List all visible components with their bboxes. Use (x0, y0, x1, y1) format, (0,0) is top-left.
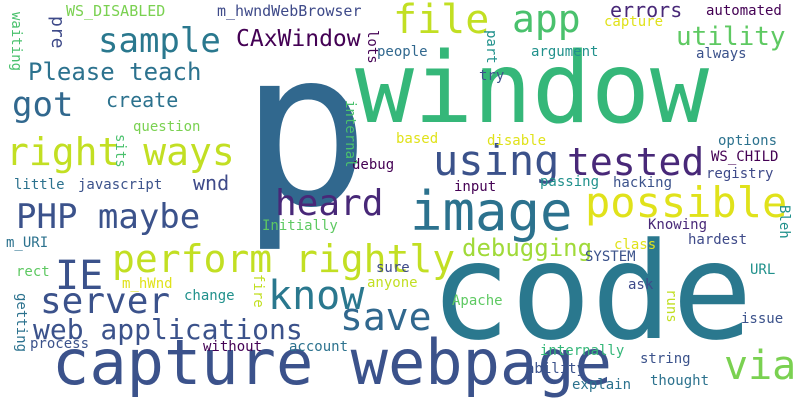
word-lots: lots (364, 30, 380, 64)
word-internal: internal (342, 100, 358, 168)
word-app: app (512, 0, 581, 41)
word-image: image (410, 180, 573, 243)
word-waiting: waiting (8, 12, 24, 72)
word-thought: thought (650, 373, 710, 389)
word-caxwindow: CAxWindow (236, 26, 361, 52)
word-perform-rightly: perform rightly (112, 237, 456, 281)
word-php-maybe: PHP maybe (16, 197, 201, 237)
word-create: create (106, 88, 179, 112)
word-process: process (30, 336, 90, 352)
word-capture: capture (604, 14, 664, 30)
word-ie: IE (55, 253, 104, 299)
word-javascript: javascript (78, 177, 163, 193)
word-wnd: wnd (193, 171, 230, 195)
word-m-hwnd: m_hWnd (122, 276, 173, 292)
word-people: people (377, 44, 428, 60)
word-registry: registry (706, 166, 774, 182)
word-via: via (724, 343, 797, 389)
word-ability: ability (526, 361, 586, 377)
word-m-uri: m_URI (6, 235, 49, 251)
word-know: know (268, 273, 365, 319)
word-sits: sits (112, 134, 128, 168)
word-internally: internally (540, 343, 625, 359)
word-bleh: Bleh (776, 205, 792, 239)
word-class: class (614, 237, 657, 253)
word-errors: errors (610, 0, 683, 22)
word-try: try (479, 68, 505, 84)
word-explain: explain (572, 377, 632, 393)
word-ws-disabled: WS_DISABLED (66, 2, 166, 20)
word-utility: utility (676, 22, 786, 52)
word-issue: issue (741, 311, 784, 327)
word-please-teach: Please teach (28, 58, 202, 86)
word-disable: disable (487, 133, 547, 149)
word-using: using (433, 136, 560, 185)
word-possible: possible (585, 178, 788, 227)
word-part: part (483, 30, 499, 64)
word-apache: Apache (452, 293, 503, 309)
word-heard: heard (275, 183, 384, 224)
word-string: string (640, 351, 691, 367)
word-change: change (184, 288, 235, 304)
word-url: URL (750, 262, 776, 278)
word-hacking: hacking (613, 175, 673, 191)
word-fire: fire (250, 274, 266, 308)
word-ask: ask (628, 277, 654, 293)
word-window: window (355, 32, 710, 146)
word-m-hwndwebbrowser: m_hwndWebBrowser (217, 2, 362, 20)
word-debug: debug (352, 157, 395, 173)
word-runs: runs (663, 289, 679, 323)
word-question: question (133, 119, 201, 135)
word-anyone: anyone (367, 275, 418, 291)
word-web-applications: web applications (33, 313, 303, 346)
word-argument: argument (531, 44, 599, 60)
word-initially: Initially (262, 218, 338, 234)
word-input: input (454, 179, 497, 195)
word-hardest: hardest (688, 232, 748, 248)
word-pre: pre (47, 16, 68, 49)
word-sample: sample (98, 21, 221, 61)
word-always: always (696, 46, 747, 62)
word-server: server (40, 281, 171, 322)
word-rect: rect (16, 264, 50, 280)
word-save: save (340, 295, 432, 339)
word-knowing: Knowing (648, 217, 708, 233)
word-got: got (12, 85, 74, 125)
word-getting: getting (13, 293, 29, 353)
word-based: based (396, 131, 439, 147)
word-automated: automated (706, 3, 782, 19)
word-tested: tested (567, 140, 705, 184)
word-passing: passing (540, 174, 600, 190)
word-debugging: debugging (462, 234, 593, 262)
word-ws-child: WS_CHILD (711, 149, 779, 165)
word-system: SYSTEM (585, 249, 636, 265)
word-right-ways: right ways (6, 130, 235, 174)
word-file: file (393, 0, 490, 43)
word-capture-webpage: capture webpage (52, 326, 612, 399)
word-sure: sure (376, 260, 410, 276)
word-code: code (430, 214, 753, 370)
word-account: account (289, 339, 349, 355)
word-options: options (718, 133, 778, 149)
word-p: p (240, 4, 371, 255)
word-without: without (203, 339, 263, 355)
word-little: little (14, 177, 65, 193)
